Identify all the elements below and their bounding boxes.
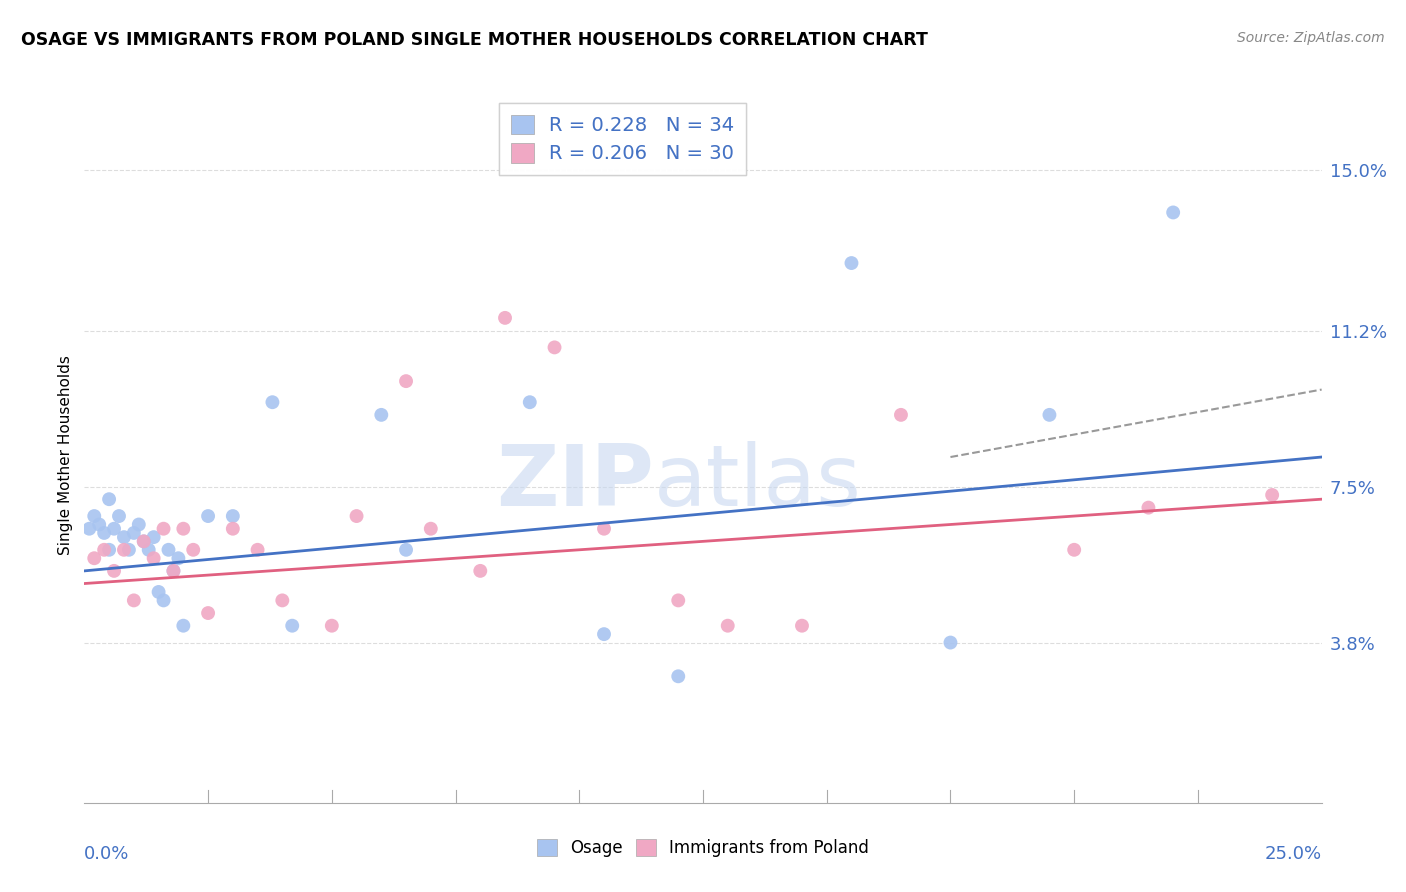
Point: [593, 522, 616, 536]
Point: [262, 395, 284, 409]
Point: [790, 618, 813, 632]
Point: [1261, 488, 1284, 502]
Point: [197, 606, 219, 620]
Point: [321, 618, 343, 632]
Point: [98, 492, 121, 507]
Text: atlas: atlas: [654, 442, 862, 524]
Point: [543, 340, 565, 354]
Point: [138, 542, 160, 557]
Point: [246, 542, 269, 557]
Point: [419, 522, 441, 536]
Point: [122, 593, 145, 607]
Point: [395, 374, 418, 388]
Point: [162, 564, 184, 578]
Point: [172, 618, 194, 632]
Point: [167, 551, 190, 566]
Point: [197, 509, 219, 524]
Point: [1038, 408, 1060, 422]
Point: [666, 669, 689, 683]
Point: [222, 509, 245, 524]
Y-axis label: Single Mother Households: Single Mother Households: [58, 355, 73, 555]
Point: [128, 517, 150, 532]
Point: [717, 618, 740, 632]
Text: ZIP: ZIP: [496, 442, 654, 524]
Point: [172, 522, 194, 536]
Legend: R = 0.228   N = 34, R = 0.206   N = 30: R = 0.228 N = 34, R = 0.206 N = 30: [499, 103, 747, 175]
Point: [181, 542, 204, 557]
Point: [222, 522, 245, 536]
Point: [395, 542, 418, 557]
Point: [162, 564, 184, 578]
Point: [132, 534, 155, 549]
Point: [1063, 542, 1085, 557]
Point: [271, 593, 294, 607]
Point: [666, 593, 689, 607]
Point: [519, 395, 541, 409]
Point: [79, 522, 101, 536]
Text: Source: ZipAtlas.com: Source: ZipAtlas.com: [1237, 31, 1385, 45]
Point: [93, 542, 115, 557]
Text: 0.0%: 0.0%: [84, 845, 129, 863]
Point: [132, 534, 155, 549]
Point: [841, 256, 863, 270]
Point: [939, 635, 962, 649]
Point: [1161, 205, 1184, 219]
Point: [93, 525, 115, 540]
Text: 25.0%: 25.0%: [1264, 845, 1322, 863]
Point: [103, 564, 125, 578]
Point: [370, 408, 392, 422]
Point: [152, 593, 174, 607]
Point: [346, 509, 368, 524]
Point: [142, 551, 165, 566]
Point: [152, 522, 174, 536]
Point: [112, 542, 135, 557]
Point: [281, 618, 304, 632]
Point: [142, 530, 165, 544]
Point: [148, 585, 170, 599]
Point: [157, 542, 180, 557]
Point: [1137, 500, 1160, 515]
Point: [112, 530, 135, 544]
Point: [89, 517, 111, 532]
Text: OSAGE VS IMMIGRANTS FROM POLAND SINGLE MOTHER HOUSEHOLDS CORRELATION CHART: OSAGE VS IMMIGRANTS FROM POLAND SINGLE M…: [21, 31, 928, 49]
Point: [890, 408, 912, 422]
Point: [108, 509, 131, 524]
Point: [118, 542, 141, 557]
Point: [98, 542, 121, 557]
Point: [494, 310, 516, 325]
Point: [593, 627, 616, 641]
Point: [83, 551, 105, 566]
Point: [122, 525, 145, 540]
Point: [103, 522, 125, 536]
Point: [470, 564, 492, 578]
Point: [83, 509, 105, 524]
